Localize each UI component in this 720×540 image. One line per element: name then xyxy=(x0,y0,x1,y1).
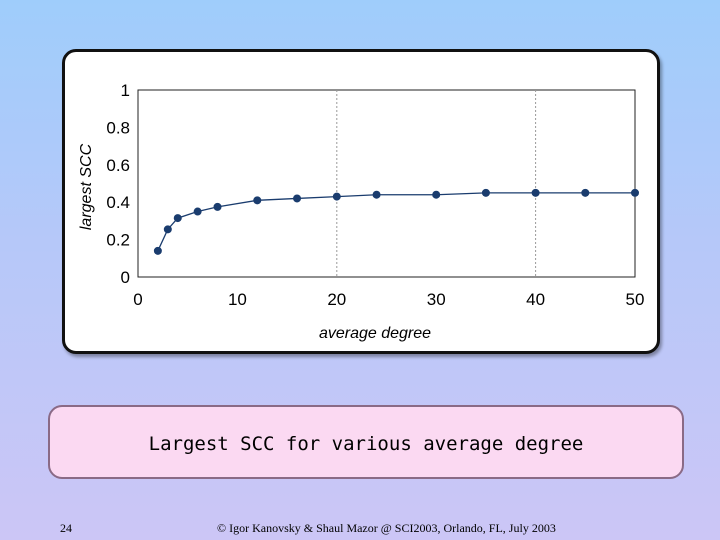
x-tick-label: 0 xyxy=(133,290,142,309)
y-tick-label: 0.8 xyxy=(106,118,130,137)
data-point xyxy=(253,196,262,205)
data-point xyxy=(153,246,162,255)
data-point xyxy=(193,207,202,216)
data-point xyxy=(372,190,381,199)
data-point xyxy=(293,194,302,203)
data-point xyxy=(531,188,540,197)
y-tick-label: 0 xyxy=(121,268,130,287)
x-tick-label: 20 xyxy=(327,290,346,309)
x-tick-label: 40 xyxy=(526,290,545,309)
y-axis-label: largest SCC xyxy=(78,143,95,230)
y-tick-label: 0.2 xyxy=(106,231,130,250)
y-tick-label: 1 xyxy=(121,81,130,100)
caption-box: Largest SCC for various average degree xyxy=(48,405,684,479)
x-axis-label: average degree xyxy=(319,325,431,342)
data-point xyxy=(581,188,590,197)
footer-credit: © Igor Kanovsky & Shaul Mazor @ SCI2003,… xyxy=(217,521,556,535)
slide-number: 24 xyxy=(60,521,72,535)
x-tick-label: 10 xyxy=(228,290,247,309)
chart-panel: 0 0.2 0.4 0.6 0.8 1 0 10 20 30 40 50 largest SCC a… xyxy=(62,49,660,354)
data-point xyxy=(213,202,222,211)
data-point xyxy=(432,190,441,199)
y-tick-label: 0.4 xyxy=(106,193,130,212)
data-point xyxy=(481,188,490,197)
x-tick-label: 50 xyxy=(626,290,645,309)
x-tick-label: 30 xyxy=(427,290,446,309)
data-point xyxy=(173,214,182,223)
plot-area xyxy=(137,89,636,278)
chart-svg: 0 0.2 0.4 0.6 0.8 1 0 10 20 30 40 50 largest SCC a… xyxy=(78,81,645,342)
data-point xyxy=(631,188,639,197)
data-point xyxy=(163,225,172,234)
y-tick-label: 0.6 xyxy=(106,156,130,175)
data-point xyxy=(332,192,341,201)
caption-text: Largest SCC for various average degree xyxy=(148,433,584,455)
